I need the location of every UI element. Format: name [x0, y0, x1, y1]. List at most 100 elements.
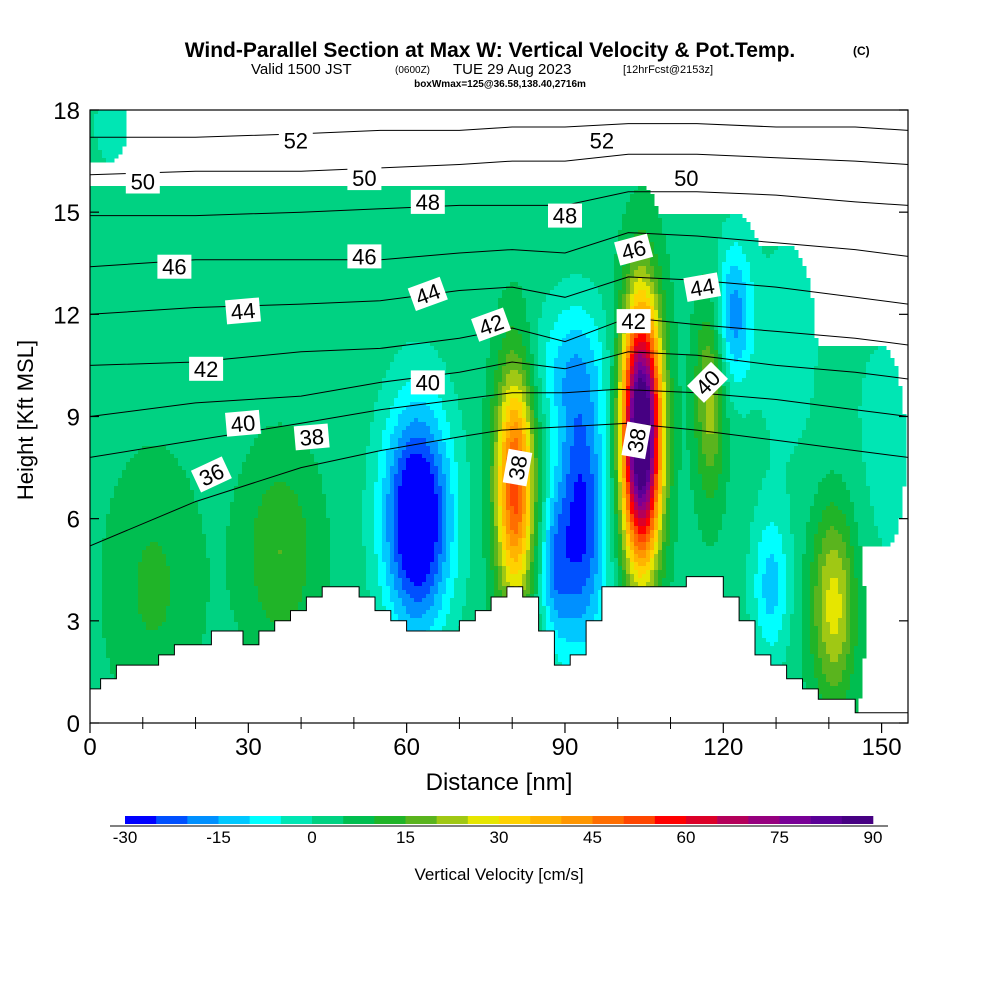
- w-shade-cell: [614, 382, 619, 387]
- w-shade-cell: [634, 486, 639, 491]
- w-shade-cell: [494, 426, 499, 431]
- w-shade-cell: [538, 526, 543, 531]
- w-shade-cell: [330, 530, 363, 535]
- w-shade-cell: [850, 526, 859, 531]
- w-shade-cell: [622, 410, 627, 415]
- w-shade-cell: [718, 254, 727, 259]
- w-shade-cell: [170, 594, 211, 599]
- w-shade-cell: [522, 538, 527, 543]
- w-shade-cell: [718, 426, 723, 431]
- w-shade-cell: [614, 522, 619, 527]
- w-shade-cell: [702, 538, 719, 543]
- w-shade-cell: [498, 386, 503, 391]
- w-shade-cell: [306, 582, 331, 587]
- w-shade-cell: [546, 578, 551, 583]
- w-shade-cell: [530, 386, 535, 391]
- w-shade-cell: [658, 578, 663, 583]
- w-shade-cell: [778, 638, 791, 643]
- w-shade-cell: [482, 482, 491, 487]
- w-shade-cell: [686, 446, 699, 451]
- w-shade-cell: [398, 514, 439, 519]
- w-shade-cell: [574, 426, 587, 431]
- w-shade-cell: [550, 450, 559, 455]
- w-shade-cell: [290, 486, 323, 491]
- w-shade-cell: [666, 362, 671, 367]
- w-shade-cell: [658, 434, 663, 439]
- w-shade-cell: [650, 466, 655, 471]
- w-shade-cell: [502, 582, 511, 587]
- w-shade-cell: [550, 538, 555, 543]
- w-shade-cell: [330, 582, 367, 587]
- w-shade-cell: [554, 382, 563, 387]
- w-shade-cell: [374, 538, 383, 543]
- w-shade-cell: [622, 454, 627, 459]
- w-shade-cell: [622, 274, 627, 279]
- w-shade-cell: [446, 506, 455, 511]
- w-shade-cell: [554, 622, 595, 627]
- w-shade-cell: [598, 570, 603, 575]
- w-shade-cell: [210, 578, 227, 583]
- w-shade-cell: [658, 518, 663, 523]
- w-shade-cell: [362, 514, 375, 519]
- w-shade-cell: [522, 530, 527, 535]
- w-shade-cell: [374, 482, 383, 487]
- w-shade-cell: [90, 242, 619, 247]
- w-shade-cell: [430, 462, 435, 467]
- w-shade-cell: [678, 518, 699, 523]
- w-shade-cell: [658, 550, 663, 555]
- w-shade-cell: [206, 614, 235, 619]
- w-shade-cell: [770, 446, 795, 451]
- w-shade-cell: [622, 418, 627, 423]
- w-shade-cell: [442, 466, 451, 471]
- w-shade-cell: [542, 582, 547, 587]
- w-shade-cell: [622, 474, 627, 479]
- w-shade-cell: [366, 558, 379, 563]
- w-shade-cell: [526, 354, 535, 359]
- w-shade-cell: [722, 406, 727, 411]
- w-shade-cell: [490, 494, 495, 499]
- w-shade-cell: [546, 466, 551, 471]
- subtitle-utc: (0600Z): [395, 65, 430, 76]
- w-shade-cell: [638, 538, 647, 543]
- w-shade-cell: [698, 362, 703, 367]
- w-shade-cell: [702, 450, 719, 455]
- w-shade-cell: [102, 578, 139, 583]
- w-shade-cell: [522, 578, 527, 583]
- w-shade-cell: [614, 554, 619, 559]
- w-shade-cell: [510, 534, 523, 539]
- w-shade-cell: [718, 530, 751, 535]
- w-shade-cell: [706, 454, 715, 459]
- w-shade-cell: [490, 438, 495, 443]
- w-shade-cell: [482, 410, 491, 415]
- w-shade-cell: [502, 494, 507, 499]
- w-shade-cell: [702, 478, 719, 483]
- w-shade-cell: [634, 370, 639, 375]
- w-shade-cell: [538, 554, 543, 559]
- w-shade-cell: [858, 410, 903, 415]
- w-shade-cell: [166, 618, 207, 623]
- w-shade-cell: [430, 406, 443, 411]
- w-shade-cell: [638, 370, 643, 375]
- w-shade-cell: [506, 434, 511, 439]
- w-shade-cell: [482, 506, 491, 511]
- w-shade-cell: [718, 422, 723, 427]
- w-shade-cell: [438, 498, 443, 503]
- w-shade-cell: [622, 278, 627, 283]
- w-shade-cell: [538, 510, 543, 515]
- w-shade-cell: [446, 370, 487, 375]
- w-shade-cell: [510, 542, 519, 547]
- w-shade-cell: [534, 550, 539, 555]
- w-shade-cell: [638, 186, 647, 191]
- w-shade-cell: [486, 586, 495, 591]
- w-shade-cell: [858, 618, 867, 623]
- w-shade-cell: [754, 510, 791, 515]
- w-shade-cell: [226, 562, 255, 567]
- w-shade-cell: [526, 474, 531, 479]
- w-shade-cell: [490, 566, 499, 571]
- w-shade-cell: [378, 554, 383, 559]
- w-shade-cell: [522, 562, 527, 567]
- w-shade-cell: [822, 590, 827, 595]
- w-shade-cell: [442, 526, 447, 531]
- w-shade-cell: [138, 606, 167, 611]
- w-shade-cell: [674, 450, 683, 455]
